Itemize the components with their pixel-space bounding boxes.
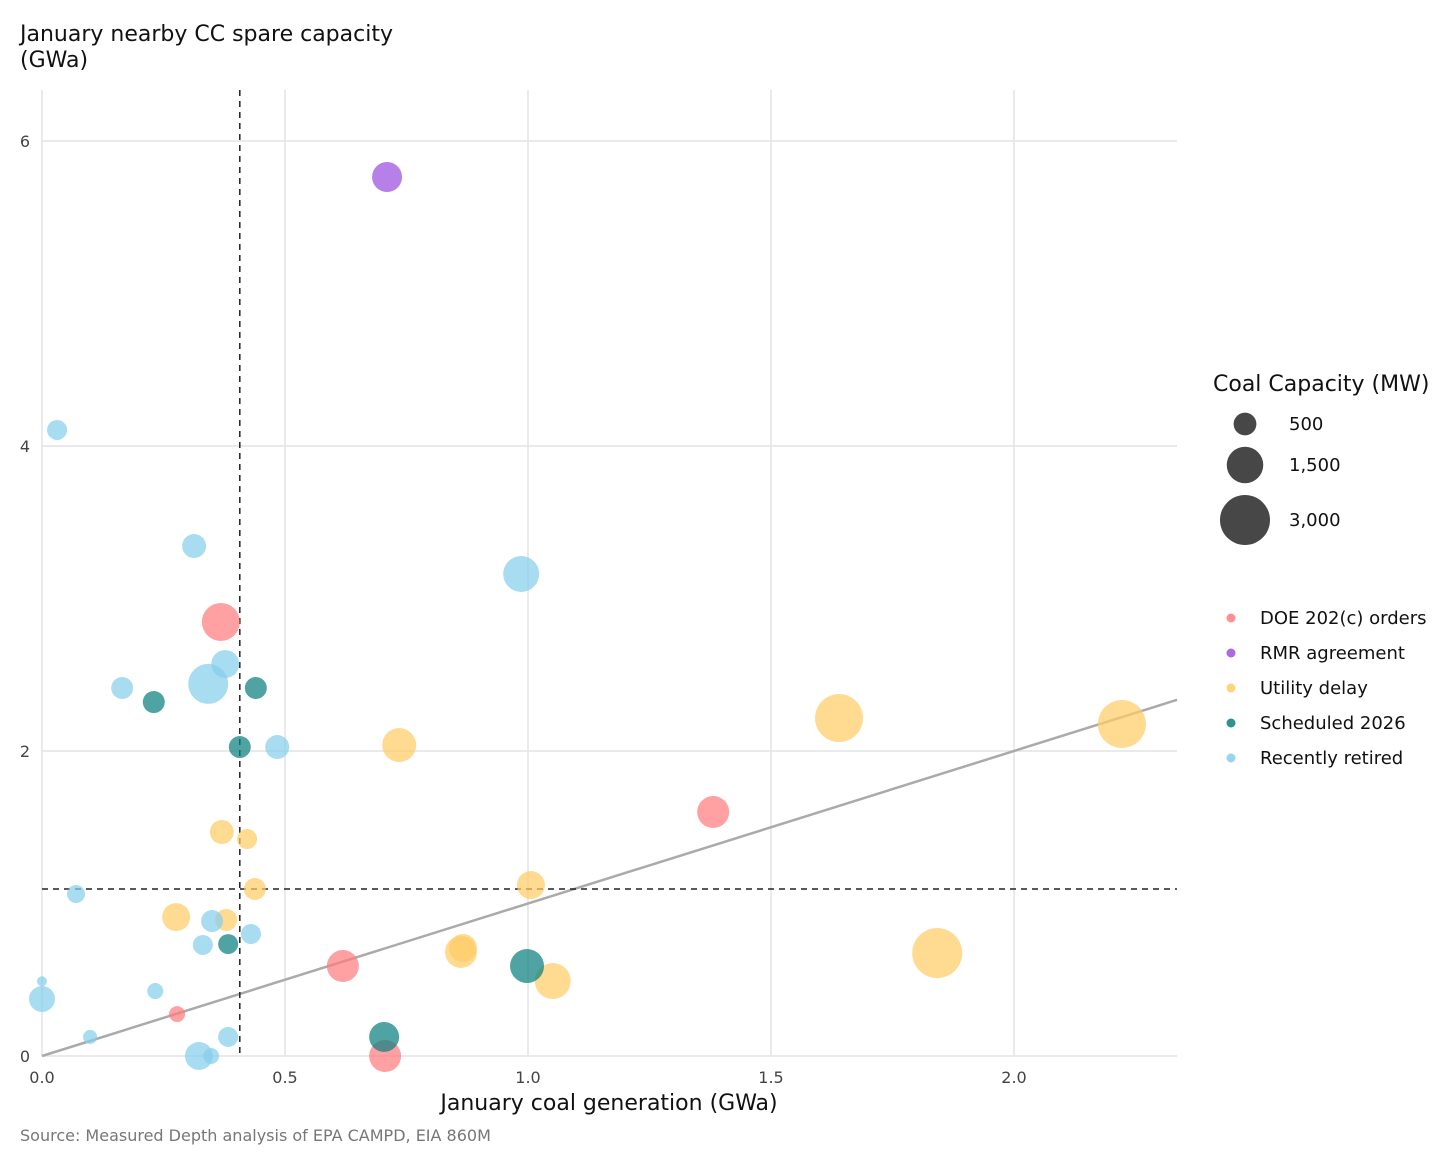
data-point	[815, 694, 864, 743]
data-point	[192, 934, 213, 955]
x-tick-label: 2.0	[1001, 1068, 1026, 1087]
data-point	[162, 903, 191, 932]
size-legend-label: 3,000	[1289, 510, 1341, 531]
y-tick-label: 6	[20, 132, 30, 151]
size-legend-circle	[1219, 494, 1271, 546]
data-point	[510, 949, 545, 984]
data-points	[28, 161, 1146, 1072]
size-legend-circle	[1226, 446, 1264, 484]
legend-marker	[1226, 683, 1236, 693]
data-point	[243, 878, 266, 901]
data-point	[534, 962, 571, 999]
x-tick-label: 0.0	[29, 1068, 54, 1087]
data-point	[503, 555, 540, 592]
legend-label: DOE 202(c) orders	[1260, 608, 1427, 629]
x-tick-label: 1.0	[515, 1068, 540, 1087]
x-tick-label: 0.5	[272, 1068, 297, 1087]
data-point	[201, 910, 224, 933]
color-legend: DOE 202(c) orders RMR agreement Utility de…	[1226, 608, 1427, 769]
data-point	[218, 934, 239, 955]
data-point	[228, 736, 251, 759]
size-legend-label: 1,500	[1289, 455, 1341, 476]
size-legend-circle	[1233, 412, 1257, 436]
y-tick-label: 0	[20, 1047, 30, 1066]
data-point	[326, 950, 359, 983]
data-point	[912, 928, 963, 979]
size-legend-label: 500	[1289, 414, 1323, 435]
data-point	[184, 1042, 213, 1070]
legend-label: Recently retired	[1260, 748, 1403, 769]
legend-marker	[1226, 753, 1236, 763]
legend-marker	[1226, 648, 1236, 658]
size-legend: 500 1,500 3,000	[1219, 412, 1341, 546]
legend-label: RMR agreement	[1260, 643, 1405, 664]
data-point	[83, 1029, 98, 1044]
data-point	[372, 161, 403, 192]
data-point	[182, 534, 207, 559]
data-point	[1097, 700, 1146, 749]
axis-ticks: 0.0 0.5 1.0 1.5 2.0 0 2 4 6	[20, 132, 1027, 1087]
chart-title-unit: (GWa)	[20, 48, 88, 73]
data-point	[37, 976, 47, 987]
data-point	[240, 923, 261, 945]
data-point	[209, 819, 234, 844]
data-point	[448, 934, 477, 963]
legend-marker	[1226, 613, 1236, 623]
data-point	[218, 1026, 239, 1047]
data-point	[67, 885, 86, 904]
x-tick-label: 1.5	[758, 1068, 783, 1087]
y-tick-label: 2	[20, 742, 30, 761]
data-point	[516, 871, 545, 900]
data-point	[244, 677, 267, 700]
data-point	[111, 677, 134, 700]
data-point	[147, 983, 164, 1000]
y-tick-label: 4	[20, 437, 30, 456]
legend-label: Scheduled 2026	[1260, 713, 1406, 734]
data-point	[201, 602, 240, 641]
chart-title: January nearby CC spare capacity	[18, 22, 393, 47]
data-point	[382, 728, 417, 763]
data-point	[369, 1021, 400, 1052]
reference-lines	[41, 90, 1178, 1058]
data-point	[142, 691, 165, 714]
data-point	[169, 1006, 186, 1023]
source-note: Source: Measured Depth analysis of EPA C…	[20, 1126, 491, 1145]
data-point	[237, 828, 258, 849]
data-point	[188, 663, 229, 704]
size-legend-title: Coal Capacity (MW)	[1213, 372, 1429, 397]
legend-marker	[1226, 718, 1236, 728]
data-point	[47, 419, 68, 440]
data-point	[265, 735, 290, 760]
data-point	[28, 985, 56, 1012]
x-axis-label: January coal generation (GWa)	[438, 1091, 777, 1116]
data-point	[203, 1048, 220, 1064]
data-point	[697, 796, 730, 828]
identity-line	[41, 698, 1178, 1058]
legend-label: Utility delay	[1260, 678, 1368, 699]
